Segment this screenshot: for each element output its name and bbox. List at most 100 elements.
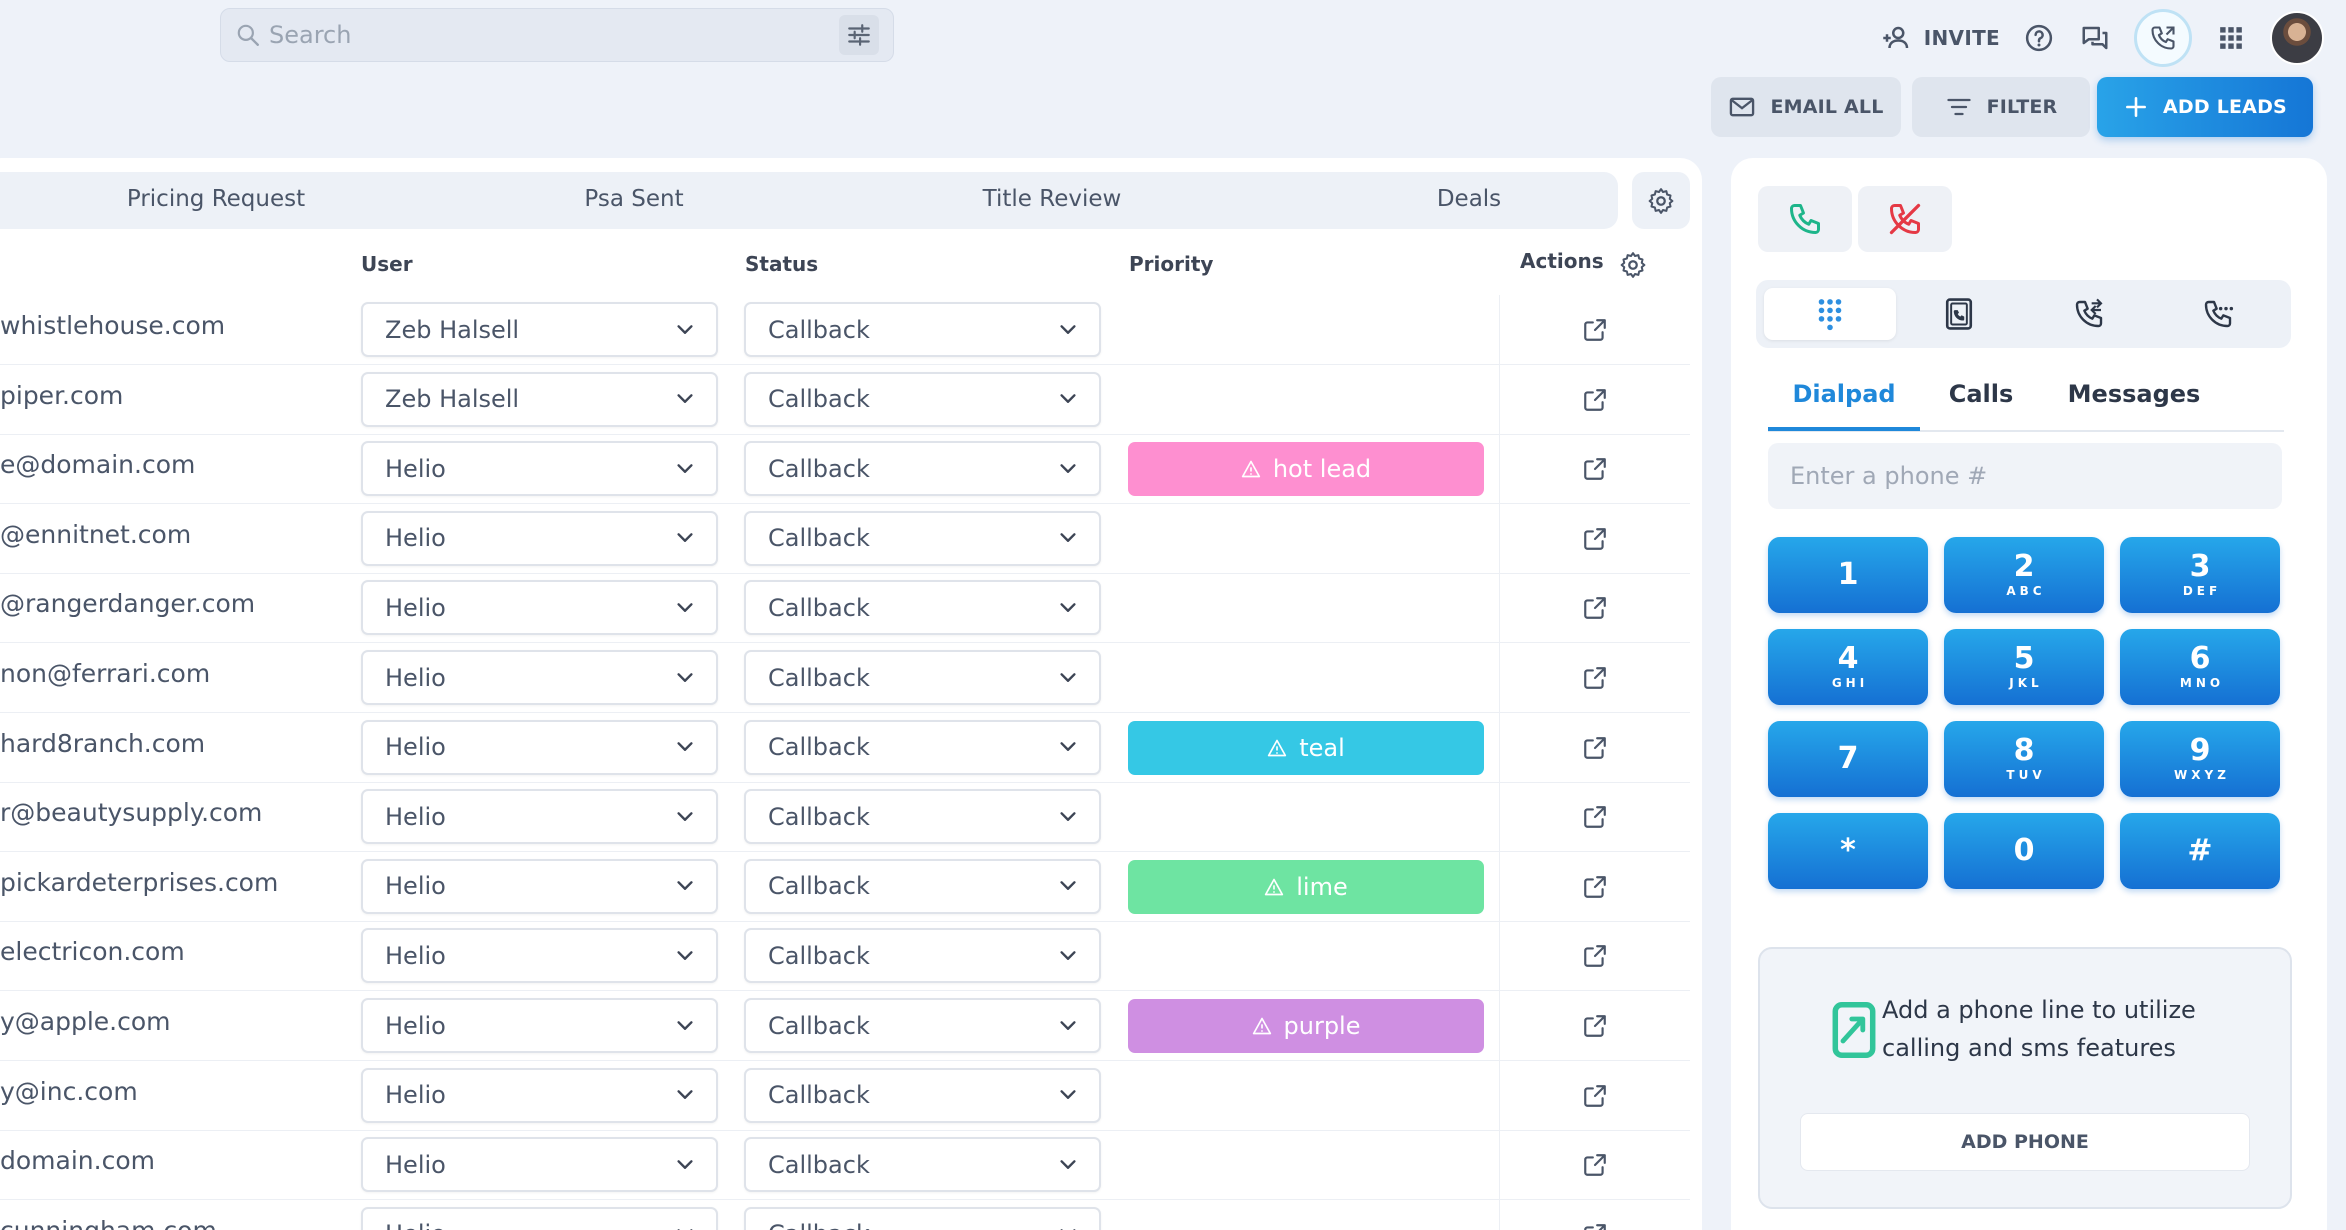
user-select[interactable]: Helio <box>361 789 718 845</box>
dialpad-key[interactable]: 9 WXYZ <box>2120 721 2280 797</box>
open-external-icon[interactable] <box>1582 1152 1608 1178</box>
mode-voicemail-button[interactable] <box>2152 288 2284 340</box>
column-settings-icon[interactable] <box>1618 250 1648 280</box>
mode-contacts-button[interactable] <box>1893 288 2025 340</box>
priority-badge[interactable]: hot lead <box>1128 442 1484 497</box>
column-header-user[interactable]: User <box>361 252 413 276</box>
status-select[interactable]: Callback <box>744 928 1101 984</box>
mode-dialpad-button[interactable] <box>1764 288 1896 340</box>
open-external-icon[interactable] <box>1582 874 1608 900</box>
stage-pricing-request[interactable]: Pricing Request <box>126 186 306 212</box>
status-select[interactable]: Callback <box>744 1067 1101 1123</box>
open-external-icon[interactable] <box>1582 526 1608 552</box>
lead-email[interactable]: domain.com <box>0 1146 155 1176</box>
help-button[interactable] <box>2022 21 2056 55</box>
status-select[interactable]: Callback <box>744 1137 1101 1193</box>
lead-email[interactable]: hard8ranch.com <box>0 728 206 758</box>
call-button[interactable] <box>1758 186 1852 252</box>
user-select[interactable]: Helio <box>361 441 718 497</box>
user-select[interactable]: Helio <box>361 719 718 775</box>
lead-email[interactable]: whistlehouse.com <box>0 311 226 340</box>
dialpad-key[interactable]: # <box>2120 813 2280 889</box>
dialpad-key[interactable]: 6 MNO <box>2120 629 2280 705</box>
dialpad-key[interactable]: 7 <box>1768 721 1928 797</box>
user-select[interactable]: Helio <box>361 1137 718 1193</box>
apps-button[interactable] <box>2214 21 2248 55</box>
column-header-priority[interactable]: Priority <box>1129 252 1214 276</box>
open-external-icon[interactable] <box>1582 1222 1608 1230</box>
phone-number-input[interactable] <box>1768 443 2282 509</box>
priority-badge[interactable]: teal <box>1128 720 1484 775</box>
user-select[interactable]: Helio <box>361 858 718 914</box>
invite-button[interactable]: INVITE <box>1882 23 2000 53</box>
priority-badge[interactable]: purple <box>1128 999 1484 1053</box>
search-input[interactable] <box>269 21 839 49</box>
user-select[interactable]: Helio <box>361 650 718 705</box>
status-select[interactable]: Callback <box>744 998 1101 1053</box>
dialpad-key[interactable]: 5 JKL <box>1944 629 2104 705</box>
user-select[interactable]: Helio <box>361 1206 718 1230</box>
lead-email[interactable]: pickardeterprises.com <box>0 867 279 897</box>
lead-email[interactable]: r@beautysupply.com <box>0 798 263 828</box>
user-select[interactable]: Zeb Halsell <box>361 371 718 427</box>
status-select[interactable]: Callback <box>744 719 1101 775</box>
lead-email[interactable]: y@apple.com <box>0 1007 171 1036</box>
add-leads-button[interactable]: ADD LEADS <box>2097 77 2313 137</box>
dialpad-key[interactable]: 1 <box>1768 537 1928 613</box>
status-select[interactable]: Callback <box>744 580 1101 636</box>
open-external-icon[interactable] <box>1582 1083 1608 1109</box>
lead-email[interactable]: @rangerdanger.com <box>0 589 256 619</box>
lead-email[interactable]: cunningham.com <box>0 1216 217 1230</box>
lead-email[interactable]: e@domain.com <box>0 450 196 480</box>
status-select[interactable]: Callback <box>744 441 1101 497</box>
avatar[interactable] <box>2270 11 2324 65</box>
email-all-button[interactable]: EMAIL ALL <box>1711 77 1901 137</box>
open-external-icon[interactable] <box>1582 595 1608 621</box>
chat-button[interactable] <box>2078 21 2112 55</box>
stage-settings-button[interactable] <box>1632 172 1690 229</box>
status-select[interactable]: Callback <box>744 1206 1101 1230</box>
lead-email[interactable]: electricon.com <box>0 937 185 967</box>
stage-deals[interactable]: Deals <box>1436 186 1502 212</box>
user-select[interactable]: Helio <box>361 580 718 636</box>
status-select[interactable]: Callback <box>744 858 1101 914</box>
lead-email[interactable]: non@ferrari.com <box>0 659 211 688</box>
filter-button[interactable]: FILTER <box>1912 77 2090 137</box>
user-select[interactable]: Helio <box>361 1067 718 1123</box>
column-header-status[interactable]: Status <box>745 252 819 276</box>
status-select[interactable]: Callback <box>744 510 1101 566</box>
tab-dialpad[interactable]: Dialpad <box>1792 380 1896 408</box>
tab-messages[interactable]: Messages <box>2067 380 2201 408</box>
add-phone-button[interactable]: ADD PHONE <box>1800 1113 2250 1171</box>
dialpad-key[interactable]: 4 GHI <box>1768 629 1928 705</box>
mode-transfer-button[interactable] <box>2023 288 2155 340</box>
lead-email[interactable]: piper.com <box>0 380 124 410</box>
status-select[interactable]: Callback <box>744 789 1101 845</box>
stage-title-review[interactable]: Title Review <box>982 186 1122 212</box>
user-select[interactable]: Helio <box>361 510 718 566</box>
status-select[interactable]: Callback <box>744 371 1101 427</box>
open-external-icon[interactable] <box>1582 804 1608 830</box>
dialpad-key[interactable]: 2 ABC <box>1944 537 2104 613</box>
open-external-icon[interactable] <box>1582 1013 1608 1039</box>
status-select[interactable]: Callback <box>744 302 1101 357</box>
search-filter-button[interactable] <box>839 15 879 55</box>
open-external-icon[interactable] <box>1582 735 1608 761</box>
open-external-icon[interactable] <box>1582 387 1608 413</box>
priority-badge[interactable]: lime <box>1128 859 1484 914</box>
lead-email[interactable]: y@inc.com <box>0 1076 138 1106</box>
user-select[interactable]: Helio <box>361 998 718 1053</box>
user-select[interactable]: Helio <box>361 928 718 984</box>
lead-email[interactable]: @ennitnet.com <box>0 519 192 549</box>
open-external-icon[interactable] <box>1582 317 1608 343</box>
stage-psa-sent[interactable]: Psa Sent <box>584 186 684 212</box>
open-external-icon[interactable] <box>1582 456 1608 482</box>
open-external-icon[interactable] <box>1582 665 1608 691</box>
dialpad-key[interactable]: 8 TUV <box>1944 721 2104 797</box>
phone-button[interactable] <box>2134 9 2192 67</box>
user-select[interactable]: Zeb Halsell <box>361 302 718 357</box>
hangup-button[interactable] <box>1858 186 1952 252</box>
dialpad-key[interactable]: * <box>1768 813 1928 889</box>
dialpad-key[interactable]: 3 DEF <box>2120 537 2280 613</box>
open-external-icon[interactable] <box>1582 943 1608 969</box>
